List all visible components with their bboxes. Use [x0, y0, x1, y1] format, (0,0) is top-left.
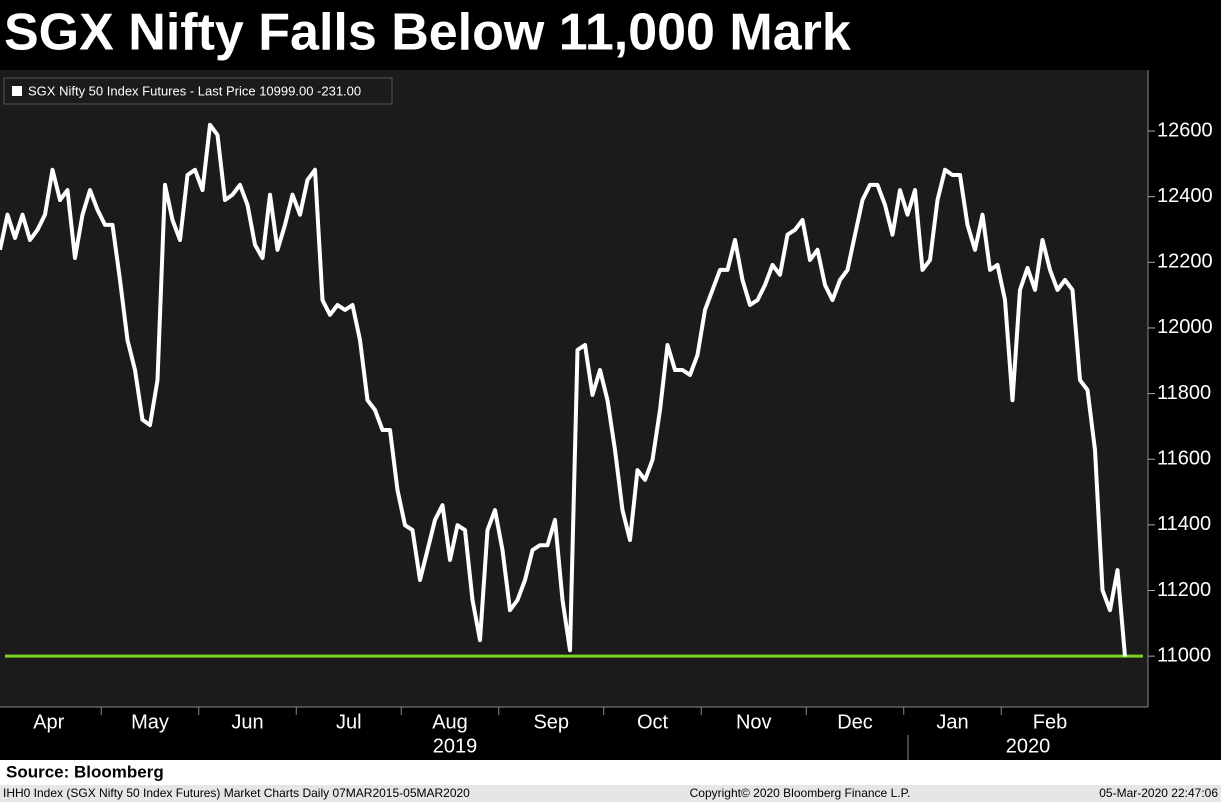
- legend-label: SGX Nifty 50 Index Futures - Last Price …: [28, 83, 361, 98]
- x-tick-label: Nov: [736, 711, 772, 733]
- y-tick-label: 11600: [1157, 448, 1211, 470]
- x-tick-label: Apr: [33, 711, 64, 733]
- y-tick-label: 11200: [1157, 579, 1211, 601]
- y-tick-label: 11000: [1157, 644, 1211, 666]
- y-tick-label: 12200: [1157, 251, 1213, 273]
- footer-right: 05-Mar-2020 22:47:06: [1099, 786, 1218, 800]
- x-tick-label: Feb: [1033, 711, 1067, 733]
- plot-area: [0, 70, 1148, 707]
- y-tick-label: 11800: [1157, 382, 1211, 404]
- footer-bar: [0, 785, 1221, 802]
- x-tick-label: Jun: [231, 711, 263, 733]
- y-tick-label: 12400: [1157, 185, 1213, 207]
- x-tick-label: Jul: [336, 711, 362, 733]
- x-tick-label: Dec: [837, 711, 873, 733]
- footer-left: IHH0 Index (SGX Nifty 50 Index Futures) …: [3, 786, 470, 800]
- year-label: 2020: [1006, 735, 1051, 757]
- chart-title: SGX Nifty Falls Below 11,000 Mark: [4, 4, 851, 62]
- x-tick-label: Aug: [432, 711, 468, 733]
- x-tick-label: Jan: [936, 711, 968, 733]
- legend-swatch: [12, 86, 22, 96]
- y-tick-label: 12000: [1157, 316, 1213, 338]
- source: Source: Bloomberg: [6, 762, 164, 781]
- price-line: [0, 122, 1127, 657]
- legend-box: [3, 77, 393, 105]
- y-tick-label: 11400: [1157, 513, 1211, 535]
- x-tick-label: Oct: [637, 711, 669, 733]
- y-tick-label: 12600: [1157, 119, 1213, 141]
- year-label: 2019: [433, 735, 478, 757]
- x-tick-label: May: [131, 711, 169, 733]
- x-tick-label: Sep: [533, 711, 569, 733]
- footer-center: Copyright© 2020 Bloomberg Finance L.P.: [690, 786, 911, 800]
